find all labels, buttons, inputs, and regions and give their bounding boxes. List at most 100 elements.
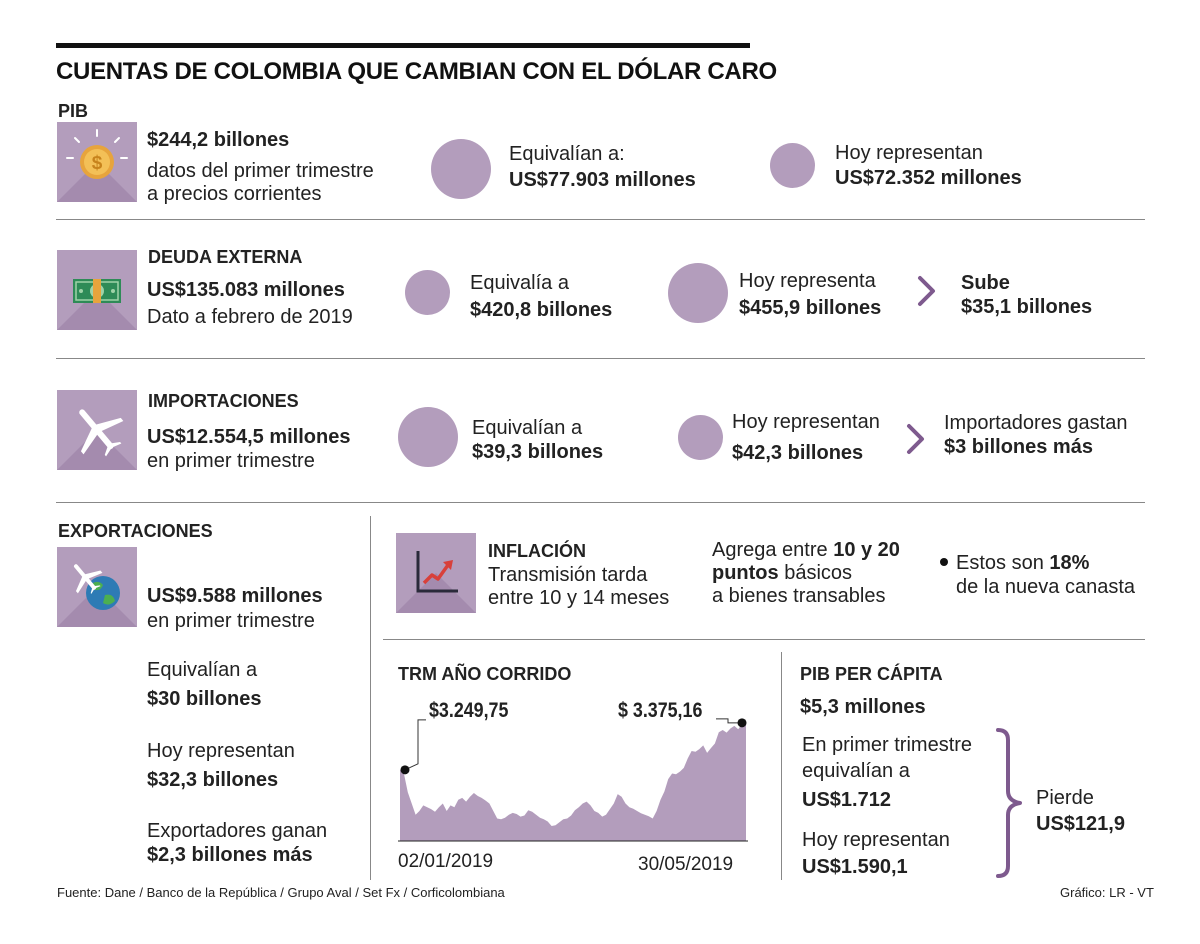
importaciones-chevron-icon [907,424,924,454]
trm-end-value: $ 3.375,16 [618,699,703,722]
inflacion-agrega-text: Agrega entre [712,539,834,561]
pibpc-delta-label: Pierde [1036,787,1094,809]
trm-end-dot [737,718,747,728]
trm-end-leader [716,718,742,724]
deuda-equiv-value: $420,8 billones [470,299,613,321]
deuda-equiv-label: Equivalía a [470,272,569,294]
inflacion-agrega-line-1: Agrega entre 10 y 20 [712,538,900,562]
svg-text:$: $ [92,153,103,174]
importaciones-delta-label: Importadores gastan [944,412,1128,434]
importaciones-equiv-value: $39,3 billones [472,441,604,463]
pib-value: $244,2 billones [147,129,290,151]
divider-1 [56,219,1145,220]
inflacion-agrega-range: 10 y 20 [833,539,900,561]
trm-chart [398,718,748,842]
pibpc-hoy-value: US$1.590,1 [802,856,908,878]
banknote-icon [73,279,121,303]
pibpc-brace-icon [996,728,1022,878]
coin-icon: $ [66,129,128,179]
deuda-delta-label: Sube [961,272,1010,294]
page-title: CUENTAS DE COLOMBIA QUE CAMBIAN CON EL D… [56,58,777,85]
importaciones-hoy-circle [678,415,723,460]
deuda-icon [57,250,137,330]
exportaciones-hoy-label: Hoy representan [147,740,295,762]
trm-start-value: $3.249,75 [429,699,509,722]
pib-hoy-label: Hoy representan [835,142,983,164]
divider-vertical-left [370,516,371,880]
deuda-desc: Dato a febrero de 2019 [147,306,353,328]
pib-hoy-circle [770,143,815,188]
inflacion-canasta-line-1: Estos son 18% [956,551,1089,575]
footer-credit: Gráfico: LR - VT [1060,885,1154,900]
importaciones-equiv-label: Equivalían a [472,417,583,439]
deuda-hoy-circle [668,263,728,323]
pibpc-equiv-1: En primer trimestre [802,734,973,756]
pib-hoy-value: US$72.352 millones [835,167,1022,189]
importaciones-hoy-label: Hoy representan [732,411,880,433]
inflacion-icon [396,533,476,613]
exportaciones-value: US$9.588 millones [147,585,323,607]
airplane-icon [79,409,124,457]
trm-area [400,722,746,841]
pibpc-value: $5,3 millones [800,696,926,718]
inflacion-canasta-pct: 18% [1049,552,1090,574]
pib-label: PIB [58,101,89,121]
exportaciones-delta-value: $2,3 billones más [147,844,313,866]
inflacion-canasta-line-2: de la nueva canasta [956,576,1136,598]
importaciones-desc: en primer trimestre [147,450,315,472]
globe-plane-icon [74,564,120,610]
exportaciones-label: EXPORTACIONES [58,521,213,541]
trm-end-date: 30/05/2019 [638,854,734,875]
importaciones-equiv-circle [398,407,458,467]
exportaciones-icon [57,547,137,627]
deuda-delta-value: $35,1 billones [961,296,1093,318]
pibpc-hoy-label: Hoy representan [802,829,950,851]
pib-equiv-value: US$77.903 millones [509,169,696,191]
pibpc-label: PIB PER CÁPITA [800,664,943,684]
inflacion-desc-2: entre 10 y 14 meses [488,587,670,609]
title-rule [56,43,750,48]
canasta-bullet-icon [940,558,948,566]
deuda-hoy-value: $455,9 billones [739,297,882,319]
deuda-label: DEUDA EXTERNA [148,247,303,267]
pibpc-equiv-2: equivalían a [802,760,910,782]
pib-equiv-label: Equivalían a: [509,143,625,165]
importaciones-label: IMPORTACIONES [148,391,299,411]
pib-desc-2: a precios corrientes [147,183,322,205]
pib-equiv-circle [431,139,491,199]
inflacion-desc-1: Transmisión tarda [488,564,648,586]
deuda-chevron-icon [918,276,935,306]
inflacion-agrega-line-3: a bienes transables [712,585,886,607]
deuda-value: US$135.083 millones [147,279,345,301]
deuda-hoy-label: Hoy representa [739,270,876,292]
importaciones-value: US$12.554,5 millones [147,426,351,448]
pibpc-delta-value: US$121,9 [1036,813,1125,835]
exportaciones-desc: en primer trimestre [147,610,315,632]
trm-start-dot [400,765,410,775]
inflacion-canasta-text: Estos son [956,552,1050,574]
exportaciones-hoy-value: $32,3 billones [147,769,279,791]
trm-start-leader [404,719,426,771]
importaciones-delta-value: $3 billones más [944,436,1093,458]
exportaciones-equiv-value: $30 billones [147,688,262,710]
importaciones-icon [57,390,137,470]
inflacion-label: INFLACIÓN [488,541,586,561]
deuda-equiv-circle [405,270,450,315]
importaciones-hoy-value: $42,3 billones [732,442,864,464]
pib-desc-1: datos del primer trimestre [147,160,374,182]
exportaciones-delta-label: Exportadores ganan [147,820,328,842]
trm-label: TRM AÑO CORRIDO [398,664,572,684]
inflacion-agrega-basicos: básicos [778,562,853,584]
exportaciones-equiv-label: Equivalían a [147,659,258,681]
divider-vertical-right [781,652,782,880]
divider-4 [383,639,1145,640]
chart-up-icon [416,551,458,593]
pibpc-equiv-value: US$1.712 [802,789,891,811]
divider-2 [56,358,1145,359]
inflacion-agrega-line-2: puntos básicos [712,561,852,585]
pib-icon: $ [57,122,137,202]
inflacion-agrega-puntos: puntos [712,562,779,584]
footer-source: Fuente: Dane / Banco de la República / G… [57,885,505,900]
trm-start-date: 02/01/2019 [398,851,494,872]
divider-3 [56,502,1145,503]
